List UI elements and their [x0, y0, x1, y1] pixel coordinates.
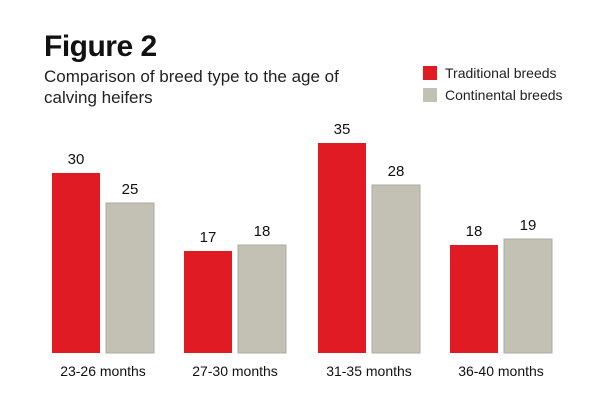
- bar-continental-3: [371, 184, 421, 354]
- legend: Traditional breeds Continental breeds: [423, 62, 563, 106]
- data-label-continental-3: 28: [388, 163, 405, 180]
- bar-traditional-2: [184, 251, 232, 353]
- data-label-traditional-3: 35: [334, 121, 351, 138]
- legend-swatch-traditional: [423, 66, 437, 80]
- x-tick-label-4: 36-40 months: [458, 363, 544, 379]
- legend-item-traditional: Traditional breeds: [423, 62, 563, 84]
- data-label-traditional-2: 17: [200, 229, 217, 246]
- data-label-continental-1: 25: [122, 181, 139, 198]
- bar-continental-1: [105, 202, 155, 354]
- data-label-continental-2: 18: [254, 223, 271, 240]
- bar-traditional-3: [318, 143, 366, 353]
- bar-traditional-1: [52, 173, 100, 353]
- x-tick-label-2: 27-30 months: [192, 363, 278, 379]
- figure-label: Figure 2: [44, 30, 157, 63]
- bar-continental-2: [237, 244, 287, 354]
- legend-item-continental: Continental breeds: [423, 84, 563, 106]
- legend-label-traditional: Traditional breeds: [445, 65, 557, 81]
- chart-title: Comparison of breed type to the age of c…: [44, 67, 339, 107]
- data-label-traditional-1: 30: [68, 151, 85, 168]
- x-tick-label-1: 23-26 months: [60, 363, 146, 379]
- legend-swatch-continental: [423, 88, 437, 102]
- legend-label-continental: Continental breeds: [445, 87, 563, 103]
- x-tick-label-3: 31-35 months: [326, 363, 412, 379]
- data-label-traditional-4: 18: [466, 223, 483, 240]
- data-label-continental-4: 19: [520, 217, 537, 234]
- bar-traditional-4: [450, 245, 498, 353]
- bar-continental-4: [503, 238, 553, 354]
